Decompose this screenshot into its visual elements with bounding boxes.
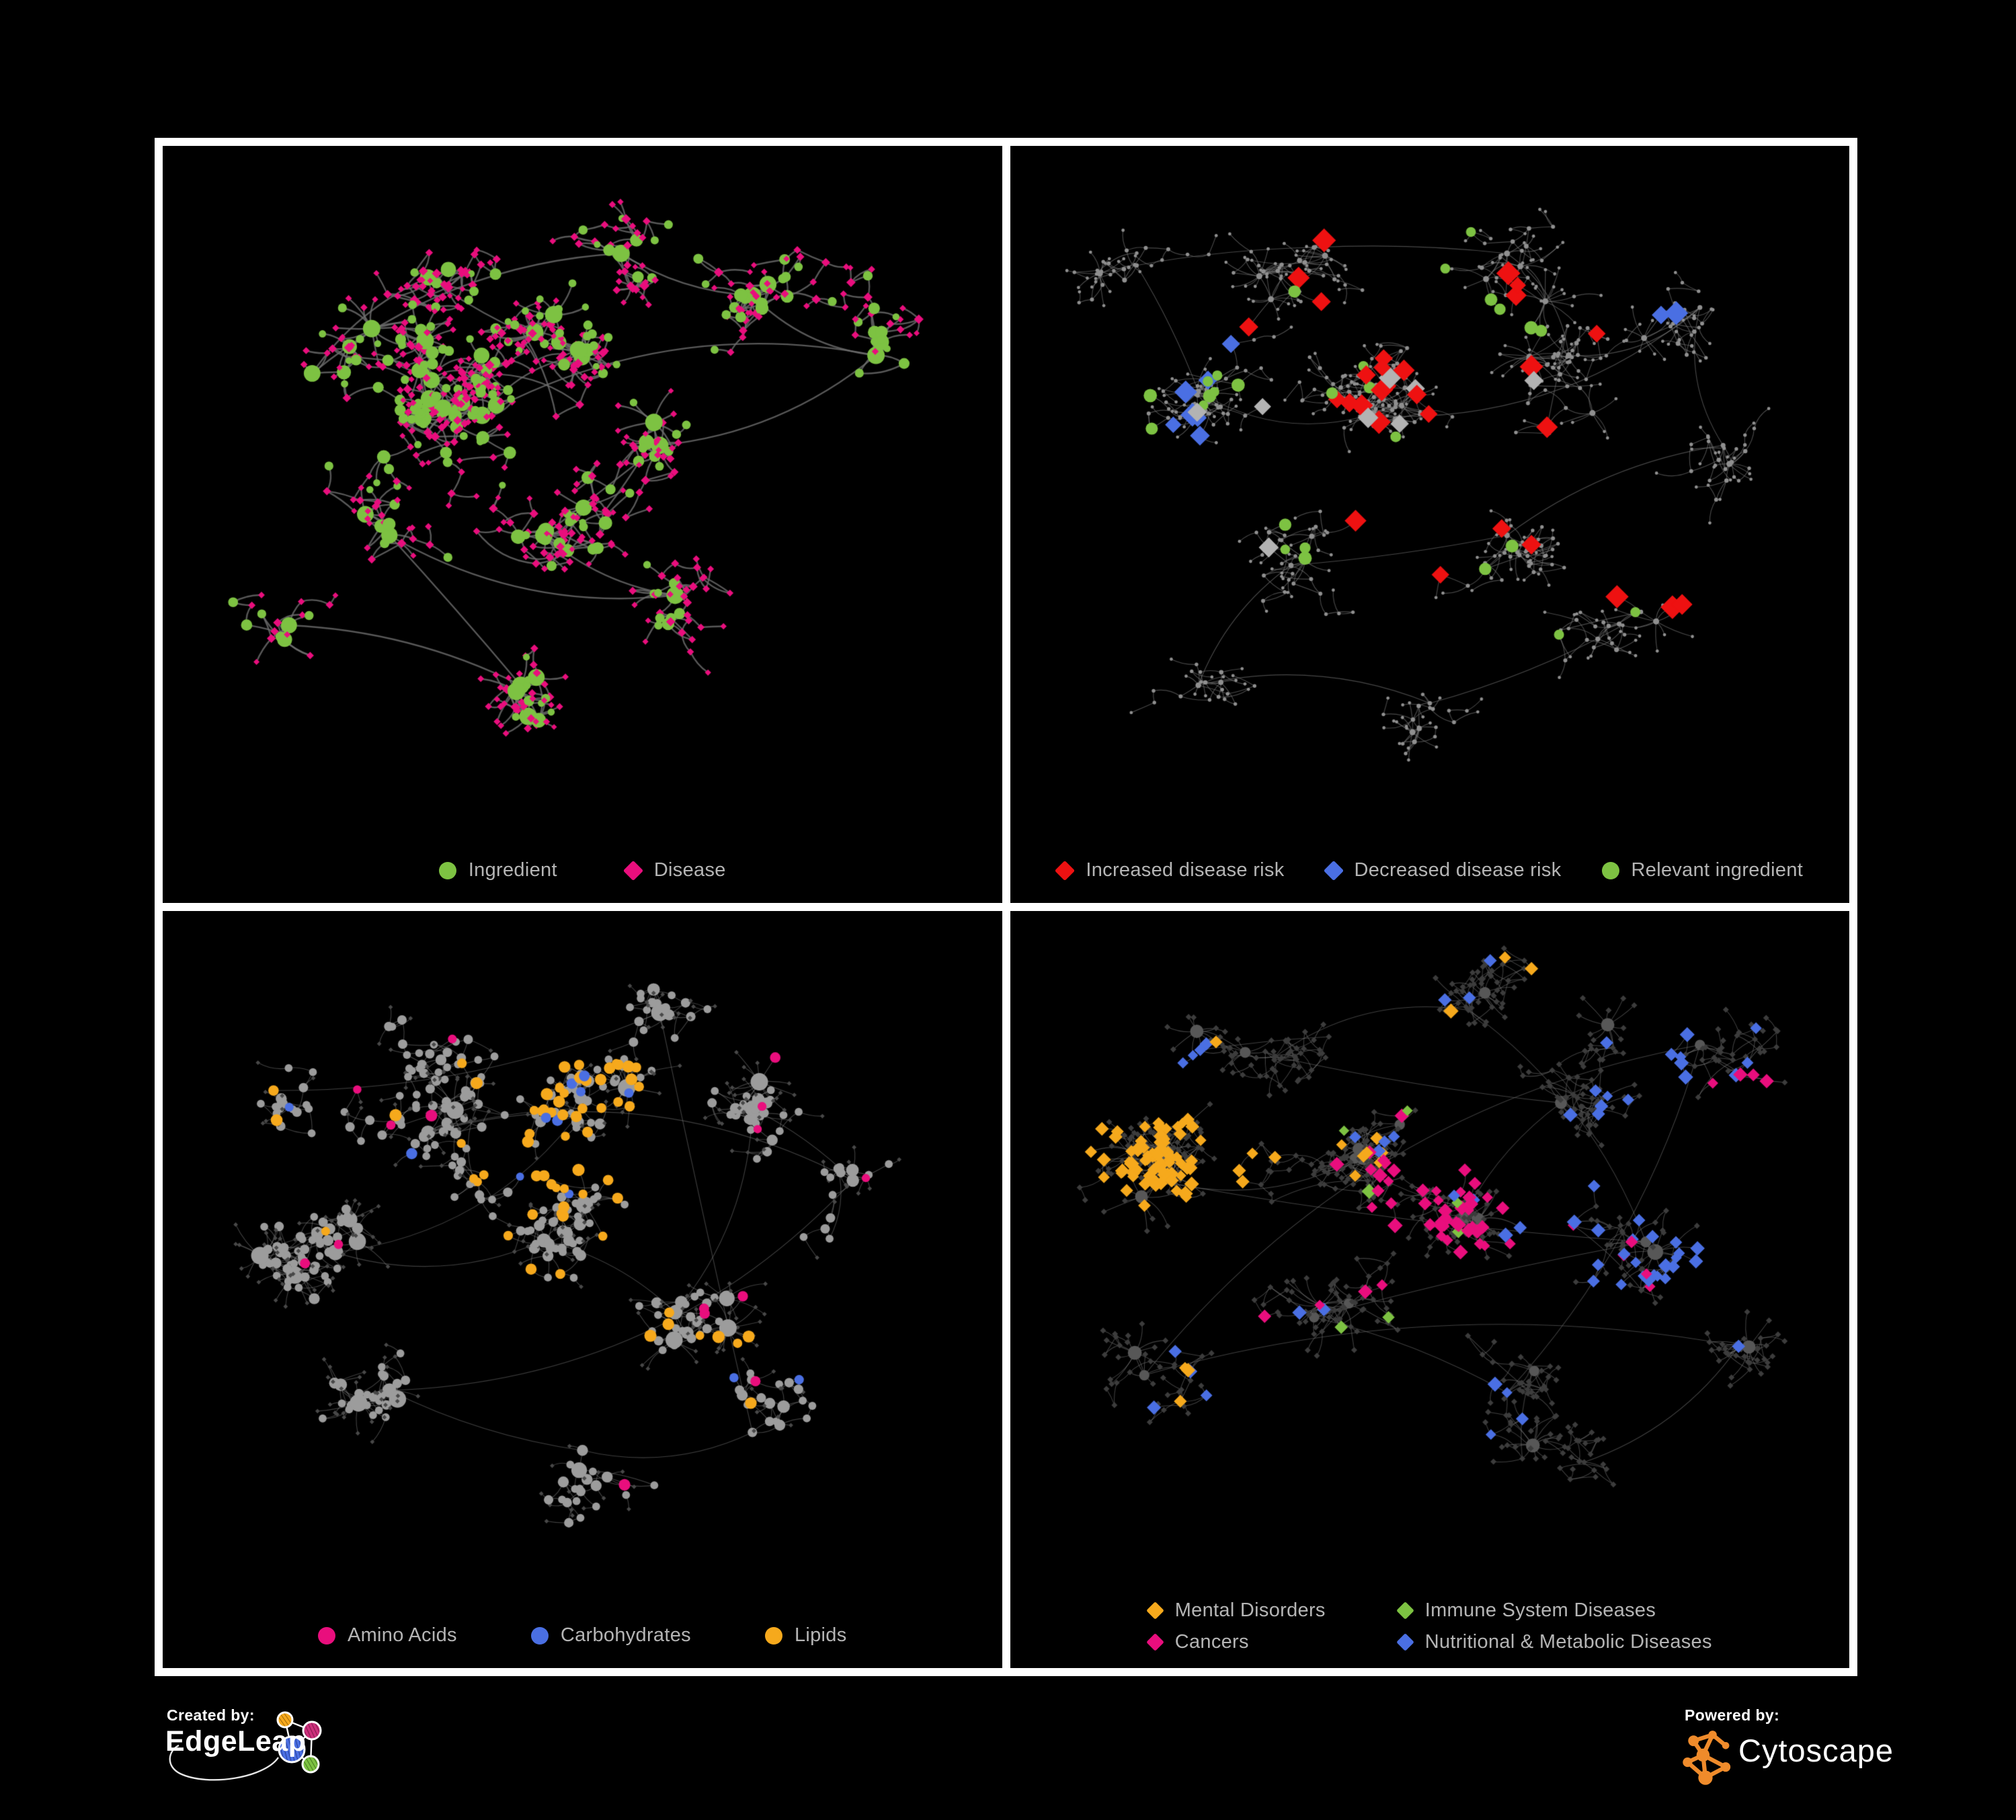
disease-classes-network-canvas bbox=[1010, 911, 1849, 1668]
disease-classes-legend: Mental Disorders Immune System Diseases … bbox=[1010, 1599, 1850, 1653]
cytoscape-wordmark: Cytoscape bbox=[1738, 1733, 1894, 1768]
legend-item: Ingredient bbox=[438, 859, 557, 881]
cancers-legend-marker-icon bbox=[1145, 1633, 1164, 1651]
disease-risk-legend: Increased disease risk Decreased disease… bbox=[1010, 859, 1850, 881]
lipids-legend-label: Lipids bbox=[794, 1624, 847, 1646]
legend-item: Nutritional & Metabolic Diseases bbox=[1396, 1631, 1712, 1653]
edgeleap-credit: Created by: EdgeLeap bbox=[160, 1700, 368, 1817]
amino-acids-legend-marker-icon bbox=[317, 1626, 335, 1645]
lipids-legend-marker-icon bbox=[764, 1626, 782, 1645]
edgeleap-wordmark: EdgeLeap bbox=[165, 1725, 307, 1757]
disease-legend-marker-icon bbox=[622, 860, 643, 881]
legend-item: Immune System Diseases bbox=[1396, 1599, 1712, 1622]
legend-item: Relevant ingredient bbox=[1601, 859, 1804, 881]
nutrient-classes-legend: Amino Acids Carbohydrates Lipids bbox=[163, 1624, 1002, 1647]
panel-grid: Ingredient Disease Increased disease ris… bbox=[155, 138, 1857, 1676]
amino-acids-legend-label: Amino Acids bbox=[347, 1624, 457, 1646]
decreased-risk-legend-label: Decreased disease risk bbox=[1354, 859, 1562, 881]
edgeleap-network-icon bbox=[169, 1711, 322, 1781]
disease-legend-label: Disease bbox=[653, 859, 726, 881]
panel-nutrient-classes: Amino Acids Carbohydrates Lipids bbox=[163, 911, 1002, 1668]
panel-disease-classes: Mental Disorders Immune System Diseases … bbox=[1010, 911, 1850, 1668]
carbohydrates-legend-label: Carbohydrates bbox=[560, 1624, 691, 1646]
legend-item: Lipids bbox=[764, 1624, 847, 1647]
cancers-legend-label: Cancers bbox=[1174, 1631, 1249, 1653]
increased-risk-legend-label: Increased disease risk bbox=[1086, 859, 1285, 881]
mental-disorders-legend-label: Mental Disorders bbox=[1174, 1599, 1326, 1621]
legend-item: Mental Disorders bbox=[1145, 1599, 1398, 1622]
nutrient-classes-network-canvas bbox=[163, 911, 1002, 1668]
relevant-ingredient-legend-marker-icon bbox=[1601, 861, 1619, 879]
decreased-risk-legend-marker-icon bbox=[1323, 860, 1344, 881]
metabolic-diseases-legend-label: Nutritional & Metabolic Diseases bbox=[1424, 1631, 1712, 1653]
legend-item: Increased disease risk bbox=[1055, 859, 1285, 881]
legend-item: Amino Acids bbox=[317, 1624, 457, 1647]
legend-item: Carbohydrates bbox=[530, 1624, 691, 1647]
disease-risk-network-canvas bbox=[1010, 146, 1849, 903]
legend-item: Decreased disease risk bbox=[1323, 859, 1562, 881]
mental-disorders-legend-marker-icon bbox=[1145, 1601, 1164, 1620]
powered-by-label: Powered by: bbox=[1685, 1706, 1780, 1724]
ingredient-disease-network-canvas bbox=[163, 146, 1002, 903]
legend-item: Cancers bbox=[1145, 1631, 1398, 1653]
created-by-label: Created by: bbox=[167, 1706, 255, 1724]
increased-risk-legend-marker-icon bbox=[1055, 860, 1076, 881]
panel-ingredient-disease: Ingredient Disease bbox=[163, 146, 1002, 903]
legend-item: Disease bbox=[622, 859, 726, 881]
metabolic-diseases-legend-marker-icon bbox=[1396, 1633, 1414, 1651]
cytoscape-network-icon bbox=[1683, 1731, 1731, 1785]
cytoscape-credit: Powered by: Cy bbox=[1675, 1700, 1917, 1817]
ingredient-legend-label: Ingredient bbox=[468, 859, 557, 881]
relevant-ingredient-legend-label: Relevant ingredient bbox=[1631, 859, 1804, 881]
carbohydrates-legend-marker-icon bbox=[530, 1626, 549, 1645]
ingredient-disease-legend: Ingredient Disease bbox=[163, 859, 1002, 881]
panel-disease-risk: Increased disease risk Decreased disease… bbox=[1010, 146, 1850, 903]
immune-diseases-legend-label: Immune System Diseases bbox=[1424, 1599, 1656, 1621]
ingredient-legend-marker-icon bbox=[438, 861, 456, 879]
immune-diseases-legend-marker-icon bbox=[1396, 1601, 1414, 1620]
